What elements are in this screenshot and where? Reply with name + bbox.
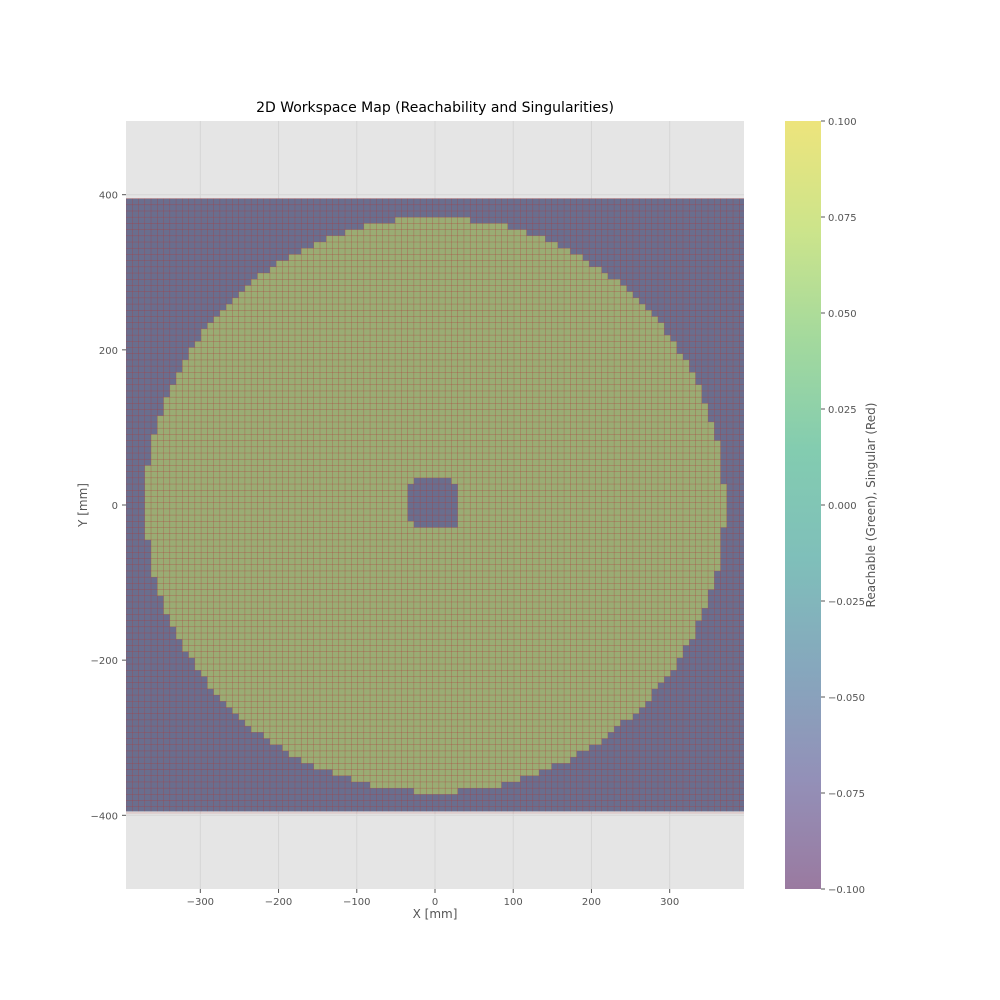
colorbar-tick-label: 0.100 <box>828 117 857 128</box>
y-tick-label: 200 <box>99 346 118 357</box>
colorbar-tick-label: 0.050 <box>828 309 857 320</box>
cell-edges <box>126 198 744 814</box>
colorbar-tick-label: −0.100 <box>828 885 865 896</box>
x-tick-label: −300 <box>187 897 214 908</box>
x-axis-label: X [mm] <box>413 907 458 921</box>
colorbar-tick-label: −0.025 <box>828 597 865 608</box>
cell-edge-lines <box>126 198 744 814</box>
x-tick-label: 0 <box>432 897 438 908</box>
x-axis-ticks: −300 −200 −100 0 100 200 300 <box>187 889 679 908</box>
y-tick-label: −400 <box>91 811 118 822</box>
colorbar-ticks: 0.100 0.075 0.050 0.025 0.000 −0.025 −0.050 −0.… <box>821 117 865 896</box>
colorbar-tick-label: 0.075 <box>828 213 857 224</box>
colorbar-label: Reachable (Green), Singular (Red) <box>864 403 878 608</box>
plot-area <box>126 121 744 889</box>
x-tick-label: −100 <box>343 897 370 908</box>
y-axis-ticks: −400 −200 0 200 400 <box>91 191 126 822</box>
x-tick-label: 300 <box>660 897 679 908</box>
chart-title: 2D Workspace Map (Reachability and Singu… <box>256 100 614 116</box>
colorbar-tick-label: 0.000 <box>828 501 857 512</box>
colorbar: 0.100 0.075 0.050 0.025 0.000 −0.025 −0.050 −0.… <box>785 117 878 896</box>
y-tick-label: 400 <box>99 191 118 202</box>
colorbar-tick-label: −0.050 <box>828 693 865 704</box>
reachable-region <box>144 217 727 795</box>
x-tick-label: −200 <box>265 897 292 908</box>
heatmap <box>126 198 744 814</box>
colorbar-tick-label: −0.075 <box>828 789 865 800</box>
y-tick-label: 0 <box>112 501 118 512</box>
x-tick-label: 100 <box>504 897 523 908</box>
y-tick-label: −200 <box>91 656 118 667</box>
colorbar-bar <box>785 121 821 889</box>
x-tick-label: 200 <box>582 897 601 908</box>
y-axis-label: Y [mm] <box>76 483 90 528</box>
colorbar-tick-label: 0.025 <box>828 405 857 416</box>
